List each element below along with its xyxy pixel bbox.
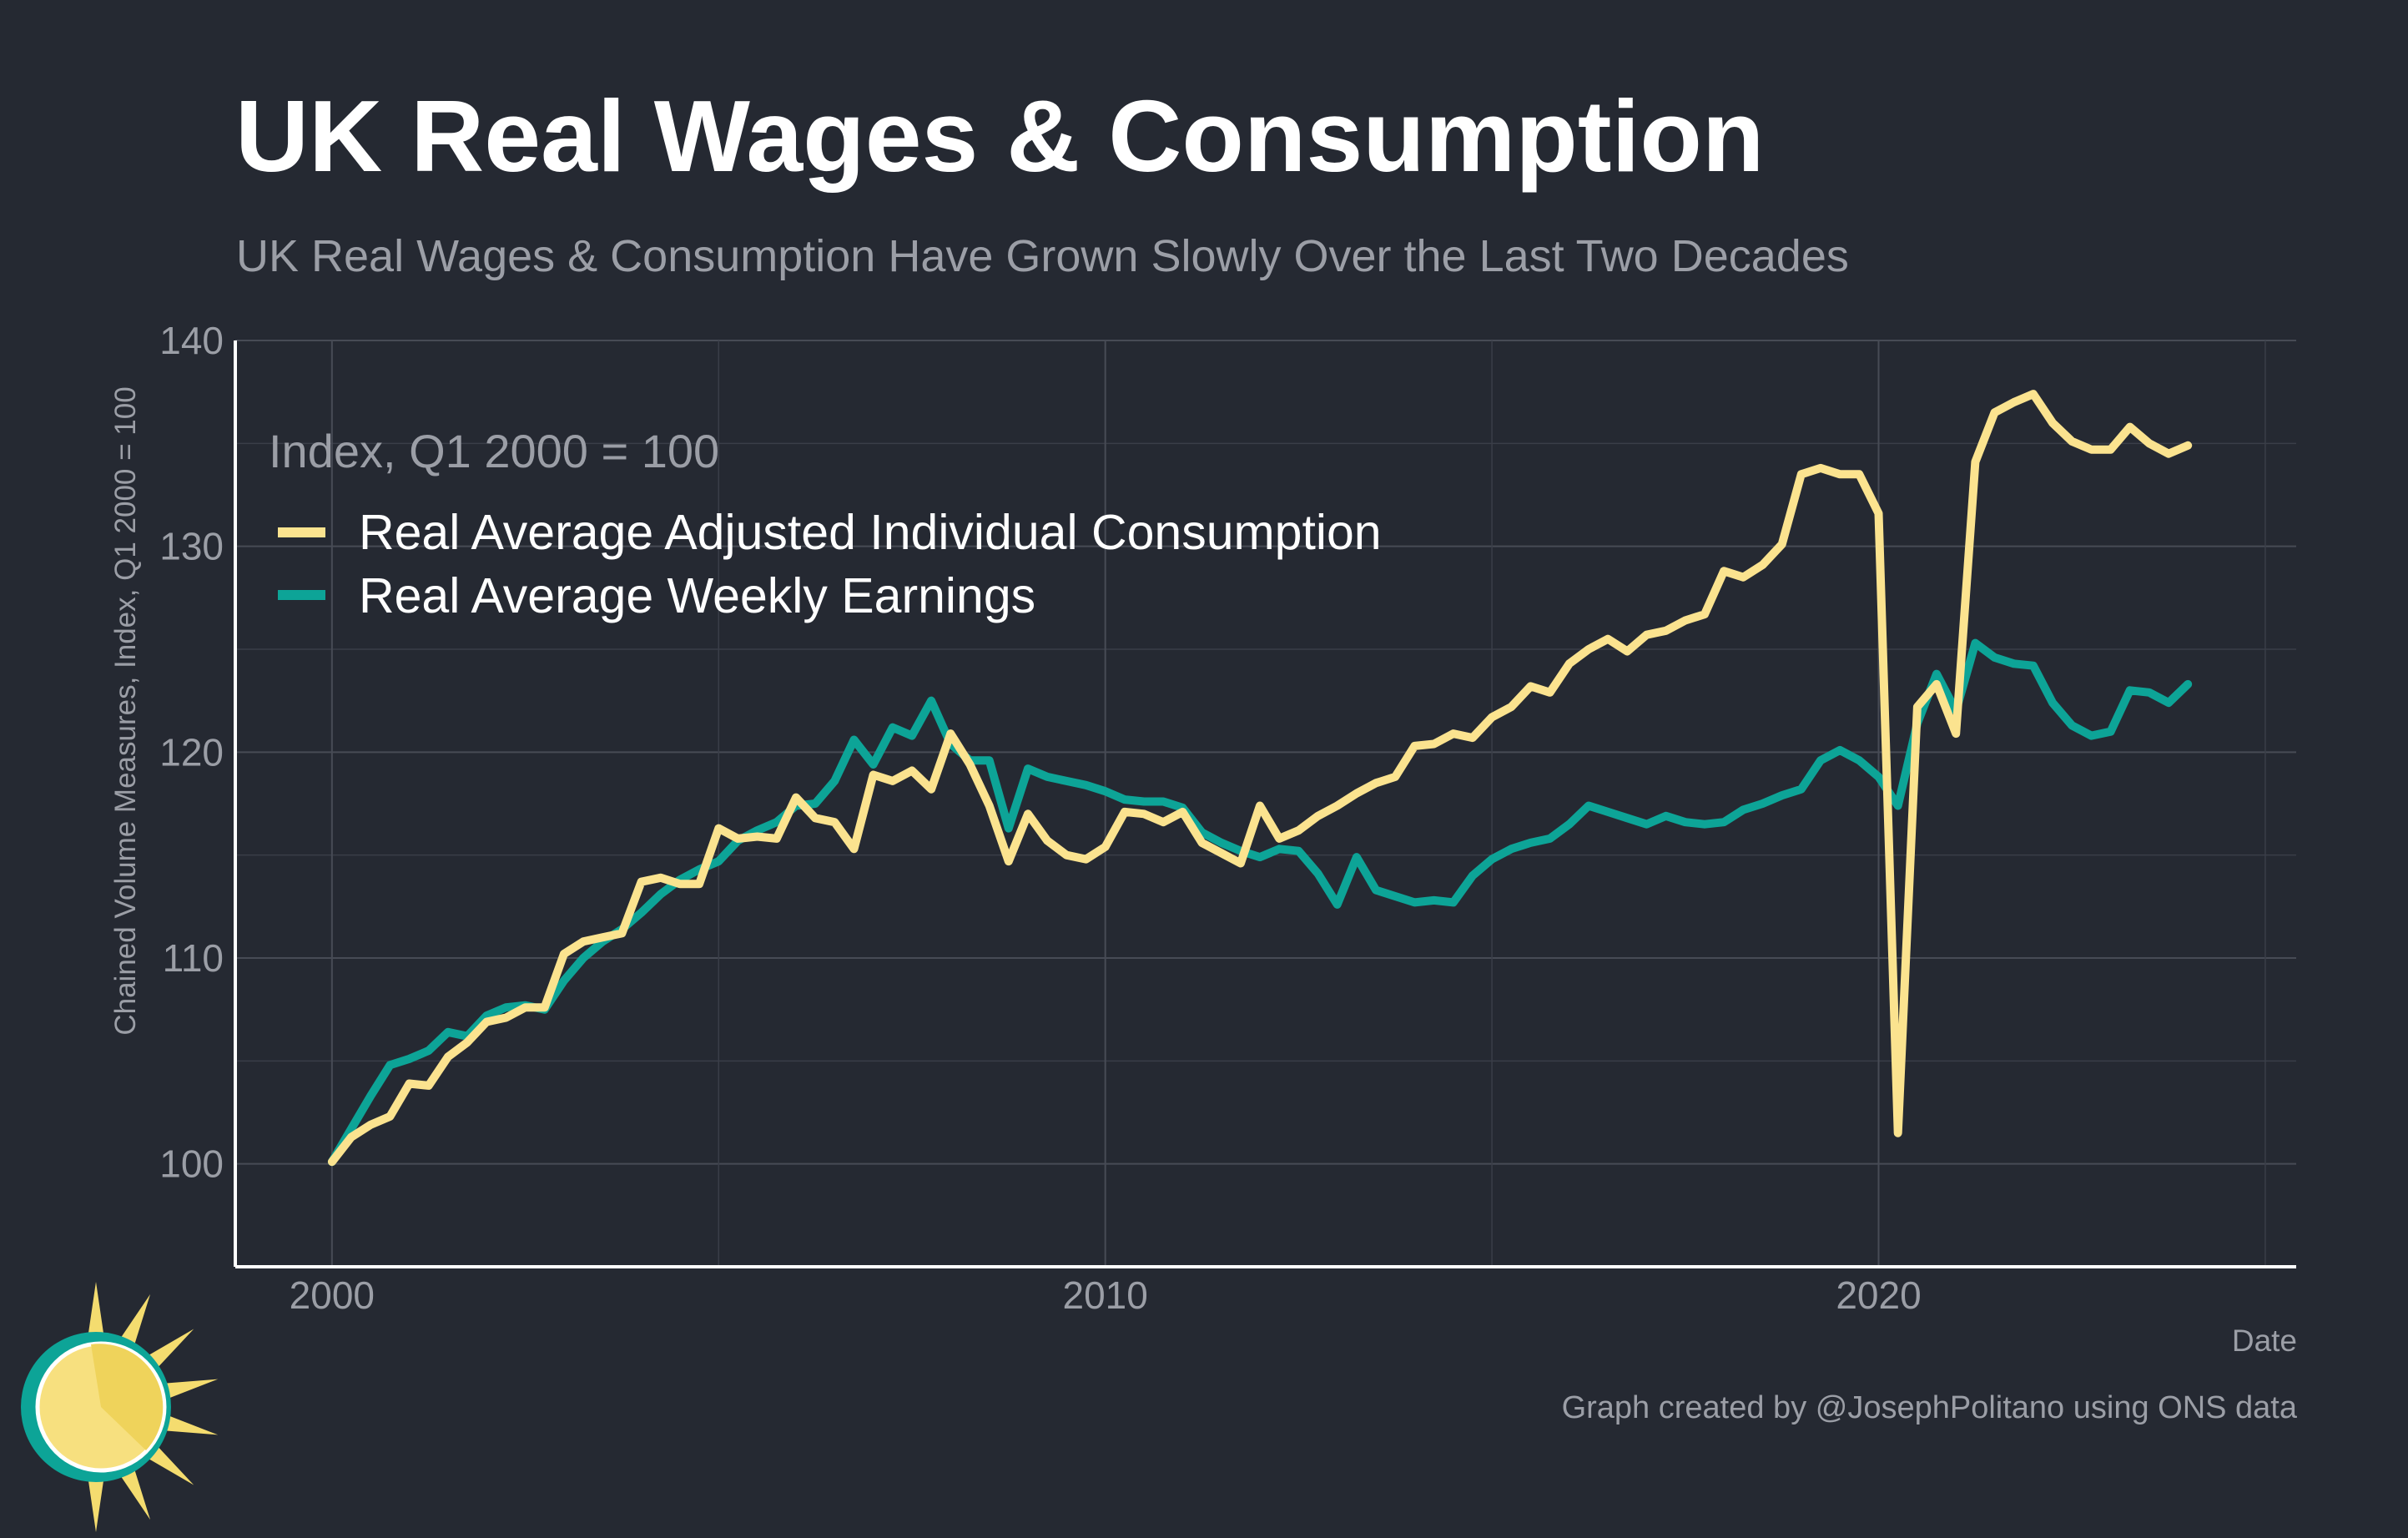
- y-tick-label: 140: [159, 319, 224, 362]
- sun-ray: [159, 1379, 219, 1401]
- sun-logo: [21, 1282, 219, 1532]
- y-tick-labels: 100 110 120 130 140: [159, 319, 224, 1186]
- y-tick-label: 100: [159, 1142, 224, 1186]
- legend-label-consumption: Real Average Adjusted Individual Consump…: [359, 505, 1382, 560]
- chart-subtitle: UK Real Wages & Consumption Have Grown S…: [236, 231, 1849, 281]
- x-axis-label: Date: [2232, 1324, 2297, 1358]
- sun-ray: [117, 1462, 151, 1520]
- x-tick-label: 2000: [290, 1273, 375, 1317]
- sun-ray: [117, 1293, 151, 1352]
- caption: Graph created by @JosephPolitano using O…: [1562, 1390, 2298, 1425]
- legend: Index, Q1 2000 = 100 Real Average Adjust…: [269, 425, 1382, 623]
- series-line-earnings: [327, 638, 2193, 1167]
- legend-title: Index, Q1 2000 = 100: [269, 425, 719, 477]
- x-tick-label: 2010: [1063, 1273, 1148, 1317]
- gridlines: [235, 340, 2296, 1267]
- legend-label-earnings: Real Average Weekly Earnings: [359, 568, 1035, 623]
- series-lines: [327, 390, 2193, 1167]
- axes: [234, 340, 2296, 1268]
- x-tick-labels: 2000 2010 2020: [290, 1273, 1922, 1317]
- y-axis-label: Chained Volume Measures, Index, Q1 2000 …: [109, 386, 142, 1035]
- y-tick-label: 120: [159, 730, 224, 774]
- series-line-consumption: [327, 390, 2193, 1167]
- sun-ray: [87, 1473, 105, 1532]
- sun-ray: [87, 1282, 105, 1341]
- x-tick-label: 2020: [1836, 1273, 1921, 1317]
- y-tick-label: 110: [163, 936, 224, 980]
- chart-title: UK Real Wages & Consumption: [235, 79, 1765, 193]
- sun-ray: [159, 1413, 219, 1435]
- y-tick-label: 130: [159, 525, 224, 568]
